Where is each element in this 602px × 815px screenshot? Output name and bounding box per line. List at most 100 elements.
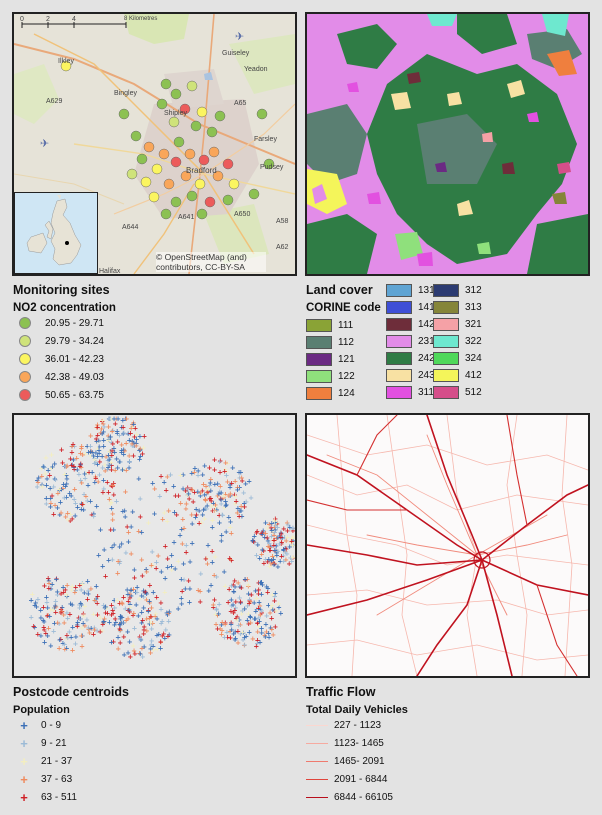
svg-text:+: +: [126, 464, 132, 472]
scale-tick-0: 0: [20, 16, 24, 23]
monitoring-legend: Monitoring sites NO2 concentration 20.95…: [13, 283, 293, 404]
svg-text:+: +: [78, 601, 84, 609]
postcode-legend-item: +0 - 9: [13, 716, 293, 734]
svg-text:+: +: [106, 435, 112, 443]
svg-text:+: +: [102, 461, 108, 469]
svg-text:+: +: [54, 575, 60, 583]
svg-text:+: +: [109, 447, 115, 455]
svg-text:+: +: [226, 586, 232, 594]
svg-text:+: +: [168, 471, 174, 479]
svg-text:+: +: [118, 458, 124, 466]
svg-text:+: +: [73, 584, 79, 592]
svg-text:+: +: [61, 481, 67, 489]
svg-text:+: +: [218, 489, 224, 497]
svg-text:+: +: [224, 628, 230, 636]
svg-text:+: +: [100, 464, 106, 472]
svg-text:+: +: [52, 475, 58, 483]
svg-text:+: +: [254, 529, 260, 537]
svg-text:+: +: [132, 433, 138, 441]
svg-text:+: +: [44, 599, 50, 607]
svg-text:+: +: [259, 607, 265, 615]
svg-text:+: +: [252, 615, 258, 623]
svg-text:+: +: [162, 543, 168, 551]
svg-text:+: +: [59, 486, 65, 494]
postcode-centroids-map[interactable]: + + + + + + + + + + + + + + + + + + + + + + + + + + + + + + + + + + + + + + + +…: [12, 413, 297, 678]
svg-text:+: +: [266, 555, 272, 563]
svg-text:+: +: [115, 464, 121, 472]
svg-text:+: +: [109, 504, 115, 512]
svg-text:+: +: [78, 506, 84, 514]
svg-text:+: +: [225, 459, 231, 467]
svg-text:+: +: [132, 425, 138, 433]
uk-inset-map: [14, 192, 98, 274]
svg-text:+: +: [106, 423, 112, 431]
land-cover-map[interactable]: [305, 12, 590, 276]
svg-text:+: +: [274, 548, 280, 556]
svg-text:+: +: [179, 588, 185, 596]
svg-text:+: +: [117, 639, 123, 647]
svg-text:+: +: [195, 467, 201, 475]
svg-text:+: +: [154, 615, 160, 623]
svg-text:+: +: [232, 636, 238, 644]
svg-text:+: +: [276, 603, 282, 611]
svg-text:+: +: [104, 479, 110, 487]
svg-text:+: +: [39, 465, 45, 473]
svg-text:+: +: [58, 499, 64, 507]
svg-text:+: +: [88, 442, 94, 450]
svg-text:+: +: [216, 490, 222, 498]
svg-text:+: +: [82, 470, 88, 478]
svg-text:+: +: [183, 549, 189, 557]
svg-text:+: +: [117, 625, 123, 633]
svg-text:+: +: [59, 604, 65, 612]
svg-text:+: +: [33, 599, 39, 607]
svg-text:+: +: [40, 617, 46, 625]
svg-text:+: +: [85, 587, 91, 595]
svg-text:+: +: [119, 600, 125, 608]
traffic-flow-map[interactable]: [305, 413, 590, 678]
svg-text:+: +: [77, 462, 83, 470]
svg-text:+: +: [64, 480, 70, 488]
svg-text:+: +: [85, 578, 91, 586]
svg-text:+: +: [141, 587, 147, 595]
legend-swatch-rect: [306, 353, 332, 366]
svg-text:+: +: [149, 637, 155, 645]
svg-text:+: +: [232, 500, 238, 508]
traffic-legend: Traffic Flow Total Daily Vehicles 227 - …: [306, 685, 586, 806]
svg-text:+: +: [110, 440, 116, 448]
svg-text:+: +: [57, 636, 63, 644]
svg-text:+: +: [115, 634, 121, 642]
svg-text:+: +: [35, 595, 41, 603]
svg-text:+: +: [237, 594, 243, 602]
svg-text:+: +: [235, 628, 241, 636]
svg-text:+: +: [242, 641, 248, 649]
svg-text:+: +: [278, 610, 284, 618]
svg-text:+: +: [128, 523, 134, 531]
svg-text:+: +: [266, 634, 272, 642]
legend-label: 1465- 2091: [334, 755, 385, 767]
monitoring-sites-map[interactable]: ✈ ✈ 0 2 4 8 Kilometres Ilkley Guiseley Y…: [12, 12, 297, 276]
svg-text:+: +: [285, 521, 291, 529]
legend-code: 312: [465, 285, 482, 296]
svg-text:+: +: [256, 599, 262, 607]
svg-text:+: +: [164, 517, 170, 525]
svg-text:+: +: [242, 503, 248, 511]
road-label-a62: A62: [276, 244, 289, 251]
svg-text:+: +: [275, 524, 281, 532]
legend-label: 63 - 511: [41, 791, 77, 803]
svg-text:+: +: [269, 602, 275, 610]
svg-text:+: +: [121, 446, 127, 454]
svg-text:+: +: [53, 598, 59, 606]
place-label-farsley: Farsley: [254, 136, 277, 143]
svg-text:+: +: [116, 458, 122, 466]
svg-text:+: +: [88, 432, 94, 440]
road-label-a629: A629: [46, 98, 63, 105]
svg-text:+: +: [237, 583, 243, 591]
svg-text:+: +: [43, 500, 49, 508]
svg-text:+: +: [112, 449, 118, 457]
svg-text:+: +: [43, 454, 49, 462]
svg-text:+: +: [228, 620, 234, 628]
svg-text:+: +: [270, 631, 276, 639]
svg-text:+: +: [246, 620, 252, 628]
svg-text:+: +: [259, 629, 265, 637]
svg-text:+: +: [255, 628, 261, 636]
